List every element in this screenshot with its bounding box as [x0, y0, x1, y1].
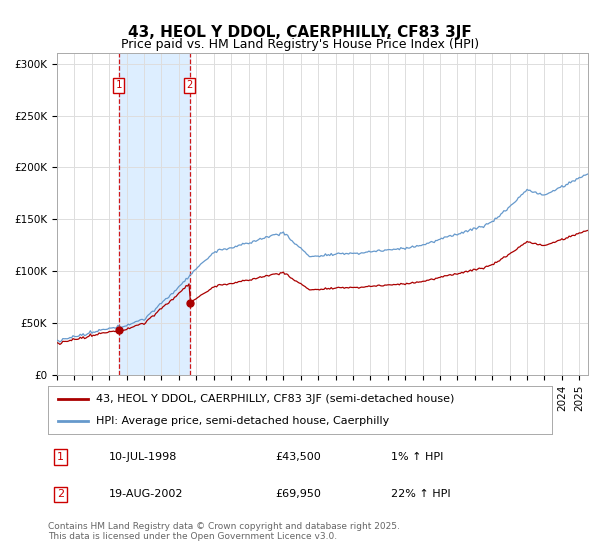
Text: 22% ↑ HPI: 22% ↑ HPI [391, 489, 451, 500]
Text: Contains HM Land Registry data © Crown copyright and database right 2025.
This d: Contains HM Land Registry data © Crown c… [48, 522, 400, 542]
Text: 1: 1 [57, 452, 64, 462]
Text: 2: 2 [57, 489, 64, 500]
Text: 43, HEOL Y DDOL, CAERPHILLY, CF83 3JF (semi-detached house): 43, HEOL Y DDOL, CAERPHILLY, CF83 3JF (s… [96, 394, 454, 404]
Text: 1% ↑ HPI: 1% ↑ HPI [391, 452, 443, 462]
Text: 19-AUG-2002: 19-AUG-2002 [109, 489, 183, 500]
Text: 43, HEOL Y DDOL, CAERPHILLY, CF83 3JF: 43, HEOL Y DDOL, CAERPHILLY, CF83 3JF [128, 25, 472, 40]
Text: 1: 1 [116, 81, 122, 90]
Text: HPI: Average price, semi-detached house, Caerphilly: HPI: Average price, semi-detached house,… [96, 416, 389, 426]
Text: £43,500: £43,500 [275, 452, 320, 462]
Text: £69,950: £69,950 [275, 489, 320, 500]
Bar [119, 53, 190, 375]
Text: Price paid vs. HM Land Registry's House Price Index (HPI): Price paid vs. HM Land Registry's House … [121, 38, 479, 50]
Text: 2: 2 [187, 81, 193, 90]
Text: 10-JUL-1998: 10-JUL-1998 [109, 452, 177, 462]
